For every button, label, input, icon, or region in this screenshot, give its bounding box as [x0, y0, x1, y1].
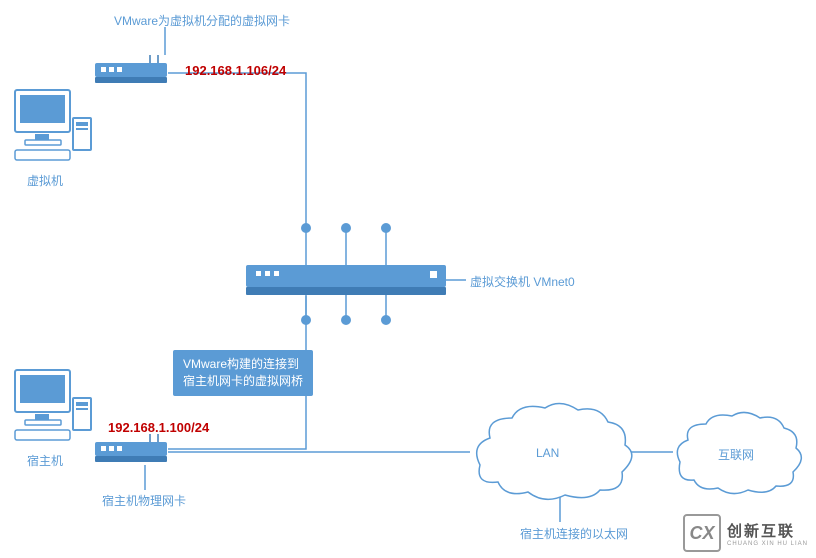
watermark-icon: CX [683, 514, 721, 552]
vm-pc-label: 虚拟机 [27, 172, 63, 189]
vm-nic-icon [95, 55, 167, 83]
bridge-callout-line2: 宿主机网卡的虚拟网桥 [183, 373, 303, 390]
vm-nic-ip: 192.168.1.106/24 [185, 63, 286, 78]
host-nic-ip: 192.168.1.100/24 [108, 420, 209, 435]
diagram-canvas [0, 0, 816, 558]
vswitch-label: 虚拟交换机 VMnet0 [470, 273, 575, 290]
cloud-wan-label: 互联网 [718, 446, 754, 463]
watermark-cn: 创新互联 [727, 520, 808, 541]
host-pc-icon [15, 370, 91, 440]
host-pc-label: 宿主机 [27, 452, 63, 469]
vm-nic-top-label: VMware为虚拟机分配的虚拟网卡 [114, 12, 290, 29]
host-nic-bottom-label: 宿主机物理网卡 [102, 492, 186, 509]
vm-pc-icon [15, 90, 91, 160]
vswitch-icon [246, 223, 446, 325]
watermark: CX 创新互联 CHUANG XIN HU LIAN [683, 514, 808, 552]
watermark-en: CHUANG XIN HU LIAN [727, 541, 808, 547]
cloud-lan-label: LAN [536, 446, 559, 460]
cloud-lan-sublabel: 宿主机连接的以太网 [520, 525, 628, 542]
host-nic-icon [95, 434, 167, 462]
bridge-callout-line1: VMware构建的连接到 [183, 356, 303, 373]
bridge-callout: VMware构建的连接到 宿主机网卡的虚拟网桥 [173, 350, 313, 396]
